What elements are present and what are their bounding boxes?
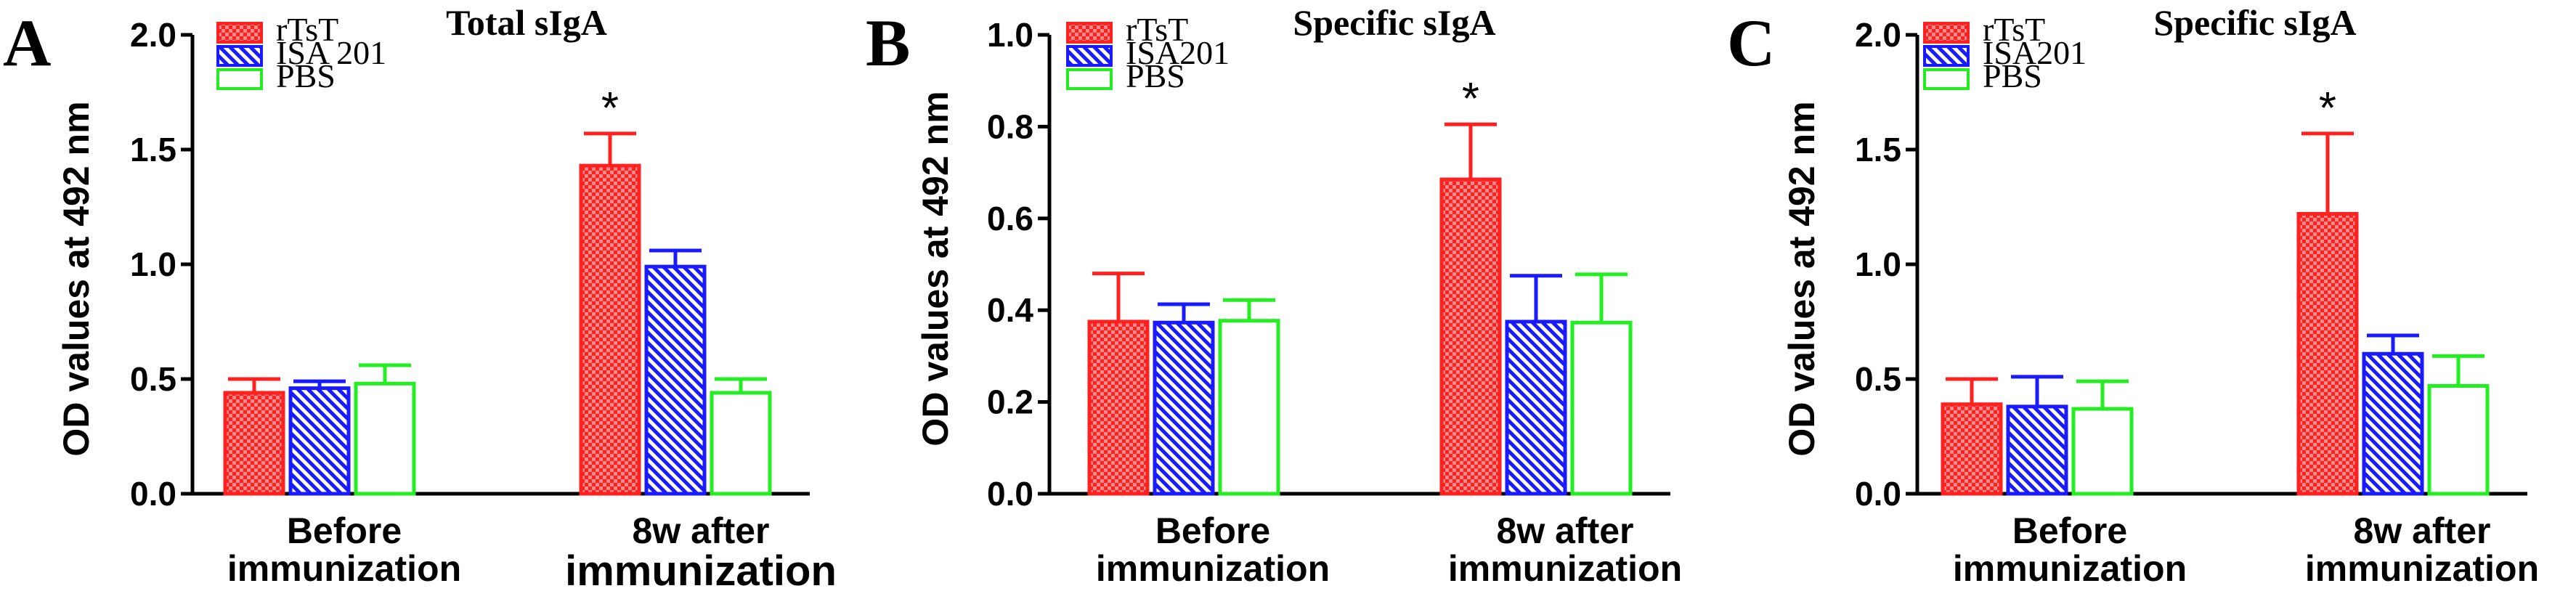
panel-a: A Total sIgA OD values at 492 nm rTsTISA… bbox=[3, 2, 837, 595]
y-tick-label: 0.8 bbox=[987, 107, 1033, 145]
bar-pbs-before bbox=[2071, 407, 2134, 496]
legend-swatch-isa bbox=[216, 45, 263, 67]
legend-label-isa: ISA 201 bbox=[276, 34, 386, 71]
y-tick-label: 0.0 bbox=[130, 475, 176, 513]
y-tick-label: 0.6 bbox=[987, 200, 1033, 237]
y-axis-label-b: OD values at 492 nm bbox=[915, 91, 956, 446]
legend-swatch-isa bbox=[1066, 45, 1113, 67]
panel-letter-b: B bbox=[866, 6, 910, 80]
category-label-before-line2: immunization bbox=[227, 548, 461, 589]
plot-area-b: 0.0 0.2 0.4 0.6 0.8 1.0 * bbox=[987, 16, 1670, 513]
plot-area-a: 0.0 0.5 1.0 1.5 2.0 * bbox=[130, 16, 810, 513]
category-labels-c: Before immunization 8w after immunizatio… bbox=[1953, 510, 2539, 589]
panel-c: C Specific sIgA OD values at 492 nm rTsT… bbox=[1727, 2, 2539, 589]
legend-label-rtst: rTsT bbox=[276, 11, 338, 48]
legend-swatch-rtst bbox=[1066, 22, 1113, 44]
y-tick-label: 0.5 bbox=[130, 360, 176, 398]
category-labels-b: Before immunization 8w after immunizatio… bbox=[1096, 510, 1682, 589]
y-tick-label: 2.0 bbox=[130, 16, 176, 54]
y-tick-label: 2.0 bbox=[1855, 16, 1901, 54]
bar-pbs-after bbox=[2427, 383, 2490, 496]
panel-b: B Specific sIgA OD values at 492 nm rTsT… bbox=[866, 2, 1682, 589]
legend-swatch-rtst bbox=[216, 22, 263, 44]
bar-isa-before bbox=[288, 386, 351, 496]
category-label-before-line2: immunization bbox=[1953, 548, 2187, 589]
category-labels-a: Before immunization 8w after immunizatio… bbox=[227, 510, 837, 595]
significance-star: * bbox=[1462, 74, 1479, 124]
bar-pbs-after bbox=[1570, 320, 1633, 496]
category-label-after-line1: 8w after bbox=[2354, 510, 2491, 551]
category-label-before-line1: Before bbox=[287, 510, 402, 551]
category-label-before-line2: immunization bbox=[1096, 548, 1330, 589]
y-axis-label-a: OD values at 492 nm bbox=[56, 101, 97, 456]
legend-swatch-rtst bbox=[1923, 22, 1970, 44]
bar-isa-before bbox=[1153, 320, 1215, 496]
panel-letter-a: A bbox=[3, 6, 51, 80]
legend-label-isa: ISA201 bbox=[1126, 34, 1230, 71]
legend-swatch-pbs bbox=[1923, 68, 1970, 90]
legend-label-isa: ISA201 bbox=[1983, 34, 2087, 71]
bar-isa-after bbox=[2362, 351, 2424, 496]
significance-star: * bbox=[601, 84, 619, 134]
category-label-after-line2: immunization bbox=[2305, 548, 2539, 589]
category-label-after-line1: 8w after bbox=[1497, 510, 1634, 551]
y-tick-label: 0.0 bbox=[987, 475, 1033, 513]
category-label-before-line1: Before bbox=[1155, 510, 1270, 551]
bar-pbs-after bbox=[710, 391, 772, 496]
y-tick-label: 0.5 bbox=[1855, 360, 1901, 398]
legend-label-rtst: rTsT bbox=[1126, 11, 1188, 48]
y-tick-label: 1.0 bbox=[1855, 245, 1901, 283]
category-label-before-line1: Before bbox=[2012, 510, 2127, 551]
bar-pbs-before bbox=[354, 381, 416, 496]
bar-pbs-before bbox=[1218, 319, 1280, 496]
panel-title-b: Specific sIgA bbox=[1293, 2, 1495, 43]
y-tick-label: 0.0 bbox=[1855, 475, 1901, 513]
y-tick-label: 1.5 bbox=[1855, 131, 1901, 168]
category-label-after-line2: immunization bbox=[1448, 548, 1682, 589]
legend-label-pbs: PBS bbox=[1983, 57, 2042, 94]
legend-swatch-isa bbox=[1923, 45, 1970, 67]
bar-rtst-after bbox=[1439, 177, 1502, 496]
panel-title-c: Specific sIgA bbox=[2153, 2, 2356, 43]
bar-isa-after bbox=[644, 264, 707, 496]
bar-rtst-before bbox=[1941, 402, 2003, 496]
panel-title-a: Total sIgA bbox=[446, 2, 607, 43]
y-tick-label: 0.2 bbox=[987, 383, 1033, 421]
y-tick-label: 0.4 bbox=[987, 291, 1033, 329]
bar-rtst-before bbox=[223, 391, 285, 496]
y-axis-label-c: OD values at 492 nm bbox=[1781, 101, 1822, 456]
significance-star: * bbox=[2319, 84, 2336, 134]
y-tick-label: 1.5 bbox=[130, 131, 176, 168]
category-label-after-line2: immunization bbox=[565, 547, 837, 595]
bar-rtst-after bbox=[579, 163, 641, 496]
legend-label-rtst: rTsT bbox=[1983, 11, 2045, 48]
panel-letter-c: C bbox=[1727, 6, 1775, 80]
bar-isa-after bbox=[1505, 319, 1567, 496]
bar-rtst-before bbox=[1087, 319, 1150, 496]
legend-label-pbs: PBS bbox=[1126, 57, 1185, 94]
category-label-after-line1: 8w after bbox=[633, 510, 770, 551]
bar-rtst-after bbox=[2296, 211, 2359, 496]
legend-label-pbs: PBS bbox=[276, 57, 336, 94]
y-tick-label: 1.0 bbox=[130, 245, 176, 283]
y-tick-label: 1.0 bbox=[987, 16, 1033, 54]
bar-isa-before bbox=[2006, 404, 2068, 496]
legend-swatch-pbs bbox=[216, 68, 263, 90]
plot-area-c: 0.0 0.5 1.0 1.5 2.0 * bbox=[1855, 16, 2527, 513]
legend-swatch-pbs bbox=[1066, 68, 1113, 90]
